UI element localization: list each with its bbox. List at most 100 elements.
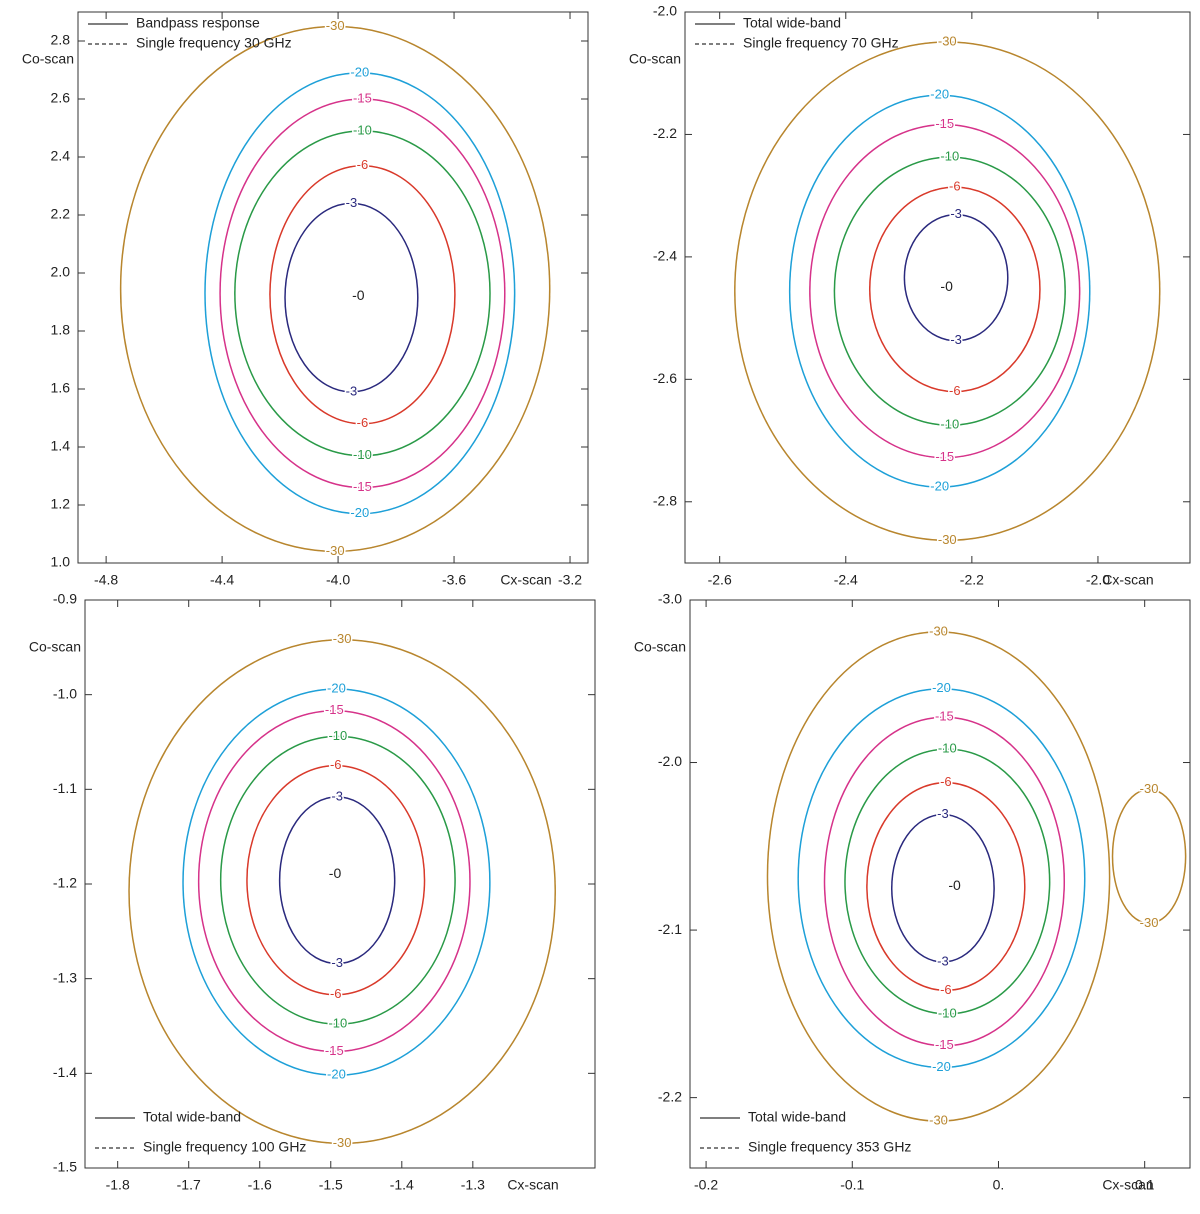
plot-frame	[684, 11, 1191, 564]
contour-label: -20	[932, 1059, 951, 1074]
x-axis-label: Cx-scan	[507, 1177, 558, 1193]
legend-label: Single frequency 30 GHz	[136, 35, 292, 51]
legend-label: Single frequency 70 GHz	[743, 35, 899, 51]
contour-label: -20	[327, 680, 346, 695]
y-tick-label: -2.2	[653, 125, 677, 141]
x-tick-label: -1.6	[248, 1177, 272, 1193]
contour-label: -6	[330, 757, 342, 772]
x-tick-label: -3.2	[558, 572, 582, 588]
plot-frame	[689, 599, 1191, 1169]
contour-label: -30	[1140, 915, 1159, 930]
contour-line	[891, 813, 995, 963]
y-tick-label: -2.8	[653, 492, 677, 508]
contour-label: -20	[930, 479, 949, 494]
y-tick-label: 2.4	[51, 148, 71, 164]
x-tick-label: -2.4	[834, 572, 858, 588]
contour-label: -10	[938, 1005, 957, 1020]
contour-line	[903, 214, 1009, 342]
contour-label: -6	[357, 415, 369, 430]
x-tick-label: -0.2	[694, 1177, 718, 1193]
x-tick-label: -2.0	[1086, 572, 1110, 588]
contour-label: -30	[938, 33, 957, 48]
contour-label: -15	[935, 449, 954, 464]
contour-label: -3	[346, 383, 358, 398]
peak-label: -0	[352, 287, 365, 303]
peak-label: -0	[948, 877, 961, 893]
contour-label: -3	[937, 953, 949, 968]
contour-line	[824, 716, 1065, 1047]
contour-label: -15	[325, 702, 344, 717]
x-tick-label: -3.6	[442, 572, 466, 588]
contour-label: -20	[350, 64, 369, 79]
x-tick-label: -0.1	[840, 1177, 864, 1193]
y-tick-label: -2.0	[658, 753, 682, 769]
x-tick-label: -1.3	[461, 1177, 485, 1193]
y-tick-label: 1.6	[51, 380, 71, 396]
contour-line	[866, 782, 1026, 991]
y-tick-label: -1.4	[53, 1064, 77, 1080]
contour-label: -20	[327, 1067, 346, 1082]
y-tick-label: -1.3	[53, 969, 77, 985]
contour-label: -6	[940, 774, 952, 789]
contour-label: -30	[326, 543, 345, 558]
y-tick-label: 2.8	[51, 32, 71, 48]
contour-label: -20	[930, 87, 949, 102]
contour-line	[198, 710, 471, 1053]
contour-label: -30	[929, 623, 948, 638]
y-tick-label: -2.4	[653, 248, 677, 264]
y-tick-label: 2.0	[51, 264, 71, 280]
y-tick-label: -3.0	[658, 591, 682, 607]
y-tick-label: -1.5	[53, 1159, 77, 1175]
contour-label: -3	[331, 955, 343, 970]
contour-line	[128, 639, 556, 1144]
y-tick-label: 1.2	[51, 496, 71, 512]
y-tick-label: -0.9	[53, 591, 77, 607]
contour-line	[284, 202, 419, 393]
contour-label: -15	[935, 116, 954, 131]
contour-label: -10	[328, 728, 347, 743]
contour-line	[844, 748, 1051, 1015]
legend-label: Single frequency 100 GHz	[143, 1139, 306, 1155]
contour-line	[119, 25, 551, 553]
contour-label: -3	[331, 788, 343, 803]
contour-label: -30	[333, 1135, 352, 1150]
x-tick-label: -4.0	[326, 572, 350, 588]
x-tick-label: 0.1	[1135, 1177, 1155, 1193]
x-tick-label: -1.8	[106, 1177, 130, 1193]
y-tick-label: -1.0	[53, 685, 77, 701]
contour-label: -3	[346, 195, 358, 210]
contour-label: -20	[932, 680, 951, 695]
contour-label: -15	[325, 1043, 344, 1058]
contour-line	[279, 796, 396, 965]
contour-label: -15	[935, 1037, 954, 1052]
contour-label: -6	[949, 179, 961, 194]
x-tick-label: -4.4	[210, 572, 234, 588]
y-axis-label: Co-scan	[22, 51, 74, 67]
contour-line	[1112, 788, 1187, 924]
y-tick-label: 2.6	[51, 90, 71, 106]
contour-label: -20	[350, 505, 369, 520]
contour-label: -15	[935, 709, 954, 724]
contour-label: -10	[940, 417, 959, 432]
contour-label: -3	[950, 332, 962, 347]
contour-line	[246, 765, 426, 996]
y-axis-label: Co-scan	[634, 639, 686, 655]
contour-label: -30	[938, 532, 957, 547]
contour-label: -30	[333, 631, 352, 646]
contour-line	[766, 631, 1111, 1122]
y-tick-label: 1.8	[51, 322, 71, 338]
peak-label: -0	[940, 278, 953, 294]
contour-line	[734, 41, 1161, 541]
x-tick-label: -1.4	[390, 1177, 414, 1193]
contour-label: -3	[950, 206, 962, 221]
contour-label: -10	[938, 741, 957, 756]
contour-label: -10	[328, 1016, 347, 1031]
contour-label: -6	[357, 157, 369, 172]
x-tick-label: -2.6	[708, 572, 732, 588]
plot-frame	[77, 11, 589, 564]
contour-line	[869, 186, 1041, 393]
contour-line	[120, 26, 551, 552]
legend-label: Bandpass response	[136, 15, 260, 31]
y-axis-label: Co-scan	[629, 51, 681, 67]
y-tick-label: 1.4	[51, 438, 71, 454]
